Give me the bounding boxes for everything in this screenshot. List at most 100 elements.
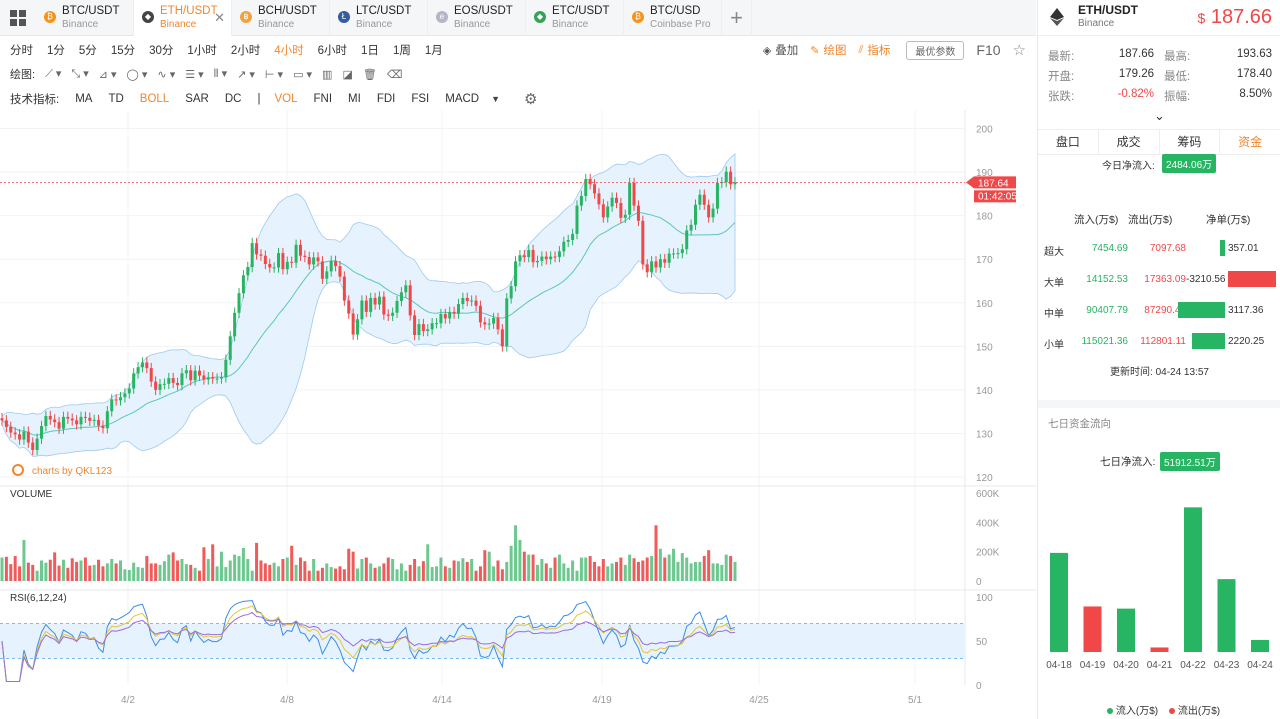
volume-bar xyxy=(228,560,232,581)
gann-tool-icon[interactable]: ⦀ ▾ xyxy=(213,68,228,80)
flow-out-header: 流出(万$) xyxy=(1128,214,1173,226)
panel-tab-3[interactable]: 资金 xyxy=(1220,130,1280,154)
candle-body xyxy=(680,249,684,254)
volume-bar xyxy=(579,557,583,581)
panel-tab-2[interactable]: 筹码 xyxy=(1160,130,1221,154)
indicator-boll[interactable]: BOLL xyxy=(139,93,170,105)
volume-bar xyxy=(325,563,329,581)
indicator-fdi[interactable]: FDI xyxy=(376,93,396,105)
settings-gear-icon[interactable]: ⚙ xyxy=(524,91,538,108)
last-price-tag xyxy=(966,176,1016,189)
close-tab-icon[interactable]: ✕ xyxy=(214,10,225,25)
volume-bar xyxy=(241,548,245,581)
indicator-sar[interactable]: SAR xyxy=(185,93,209,105)
indicator-vol[interactable]: VOL xyxy=(274,93,298,105)
f10-button[interactable]: F10 xyxy=(976,42,1001,58)
candle-body xyxy=(702,194,706,205)
fib-tool-icon[interactable]: ☰ ▾ xyxy=(185,68,204,81)
candle-body xyxy=(44,416,48,427)
flow-row: 小单 115021.36 112801.11 2220.25 xyxy=(1038,333,1280,354)
candle-body xyxy=(610,197,614,207)
candle-body xyxy=(408,285,412,316)
indicator-macd[interactable]: MACD xyxy=(445,93,480,105)
candle-body xyxy=(75,420,79,425)
timeframe-5[interactable]: 1小时 xyxy=(187,45,217,57)
wave-tool-icon[interactable]: ∿ ▾ xyxy=(157,68,176,81)
day-bar xyxy=(1117,608,1135,652)
volume-bar xyxy=(632,558,636,581)
best-params-button[interactable]: 最优参数 xyxy=(906,40,965,60)
volume-bar xyxy=(320,567,324,581)
candle-body xyxy=(219,377,223,379)
market-tab-bch-usdt[interactable]: ฿ BCH/USDT Binance xyxy=(232,0,330,36)
market-tab-eth-usdt[interactable]: ◆ ETH/USDT Binance ✕ xyxy=(134,0,232,36)
volume-bar xyxy=(4,556,8,581)
candle-body xyxy=(461,297,465,305)
time-tick: 5/1 xyxy=(908,695,922,706)
market-tab-ltc-usdt[interactable]: Ł LTC/USDT Binance xyxy=(330,0,428,36)
indicator-ma[interactable]: MA xyxy=(75,93,93,105)
pattern-tool-icon[interactable]: ◪ xyxy=(342,68,353,81)
market-tab-btc-usd[interactable]: ₿ BTC/USD Coinbase Pro xyxy=(624,0,722,36)
timeframe-4[interactable]: 30分 xyxy=(149,45,174,57)
volume-bar xyxy=(44,562,48,581)
candle-body xyxy=(588,179,592,185)
flow-row: 中单 90407.79 87290.44 3117.36 xyxy=(1038,302,1280,323)
ray-tool-icon[interactable]: ⤡ ▾ xyxy=(71,68,89,80)
timeframe-0[interactable]: 分时 xyxy=(10,45,33,57)
volume-bar xyxy=(176,560,180,581)
volume-bar xyxy=(439,557,443,581)
timeframe-11[interactable]: 1月 xyxy=(424,45,443,57)
draw-button[interactable]: ✎ 绘图 xyxy=(810,42,846,58)
market-tab-eos-usdt[interactable]: e EOS/USDT Binance xyxy=(428,0,526,36)
indicator-fsi[interactable]: FSI xyxy=(411,93,430,105)
expand-chevron-icon[interactable]: ⌄ xyxy=(1154,108,1165,123)
volume-bar xyxy=(492,566,496,581)
volume-bar xyxy=(588,556,592,581)
candle-body xyxy=(18,434,22,440)
timeframe-7[interactable]: 4小时 xyxy=(274,45,304,57)
channel-tool-icon[interactable]: ⊿ ▾ xyxy=(98,68,117,81)
overlay-button[interactable]: ◈ 叠加 xyxy=(763,42,798,58)
arrow-tool-icon[interactable]: ↗ ▾ xyxy=(237,68,255,81)
timeframe-10[interactable]: 1周 xyxy=(392,45,411,57)
timeframe-9[interactable]: 1日 xyxy=(361,45,379,57)
timeframe-1[interactable]: 1分 xyxy=(47,45,65,57)
timeframe-3[interactable]: 15分 xyxy=(110,45,136,57)
stat-value: 179.26 xyxy=(1118,68,1154,80)
candle-body xyxy=(474,300,478,306)
line-tool-icon[interactable]: ⟋ ▾ xyxy=(45,68,62,80)
grid-menu-icon[interactable] xyxy=(0,0,36,36)
candle-body xyxy=(4,420,8,427)
candle-body xyxy=(658,259,662,268)
panel-tab-1[interactable]: 成交 xyxy=(1099,130,1160,154)
candle-body xyxy=(325,271,329,279)
currency-symbol: $ xyxy=(1197,10,1206,26)
indicator-dc[interactable]: DC xyxy=(224,93,242,105)
market-tab-btc-usdt[interactable]: ₿ BTC/USDT Binance xyxy=(36,0,134,36)
star-icon[interactable]: ☆ xyxy=(1012,42,1026,59)
stat-label: 开盘: xyxy=(1048,71,1075,83)
indicator-dropdown-icon[interactable]: ▼ xyxy=(491,94,501,104)
candlestick-chart[interactable]: 200 190 180 170 160 150 140 130 120 4/2 4/8 4/14 4/1… xyxy=(0,110,1036,719)
indicator-td[interactable]: TD xyxy=(108,93,124,105)
bars-tool-icon[interactable]: ▥ xyxy=(322,68,333,81)
note-tool-icon[interactable]: ▭ ▾ xyxy=(293,68,313,81)
trash-icon[interactable]: 🗑︎ xyxy=(362,68,377,81)
volume-tick: 0 xyxy=(976,577,982,588)
eraser-icon[interactable]: ⌫ xyxy=(386,68,403,81)
timeframe-6[interactable]: 2小时 xyxy=(230,45,261,57)
volume-bar xyxy=(189,564,193,581)
panel-tab-0[interactable]: 盘口 xyxy=(1038,130,1099,154)
timeframe-8[interactable]: 6小时 xyxy=(317,45,348,57)
volume-bar xyxy=(307,570,311,581)
shape-tool-icon[interactable]: ◯ ▾ xyxy=(126,68,148,81)
add-tab-icon[interactable]: + xyxy=(722,0,752,36)
market-tab-etc-usdt[interactable]: ◆ ETC/USDT Binance xyxy=(526,0,624,36)
measure-tool-icon[interactable]: ⊢ ▾ xyxy=(264,68,284,81)
indicator-mi[interactable]: MI xyxy=(348,93,361,105)
indicator-button[interactable]: ⫽ 指标 xyxy=(859,42,891,58)
indicator-fni[interactable]: FNI xyxy=(313,93,333,105)
timeframe-2[interactable]: 5分 xyxy=(78,45,97,57)
volume-bar xyxy=(465,561,469,581)
